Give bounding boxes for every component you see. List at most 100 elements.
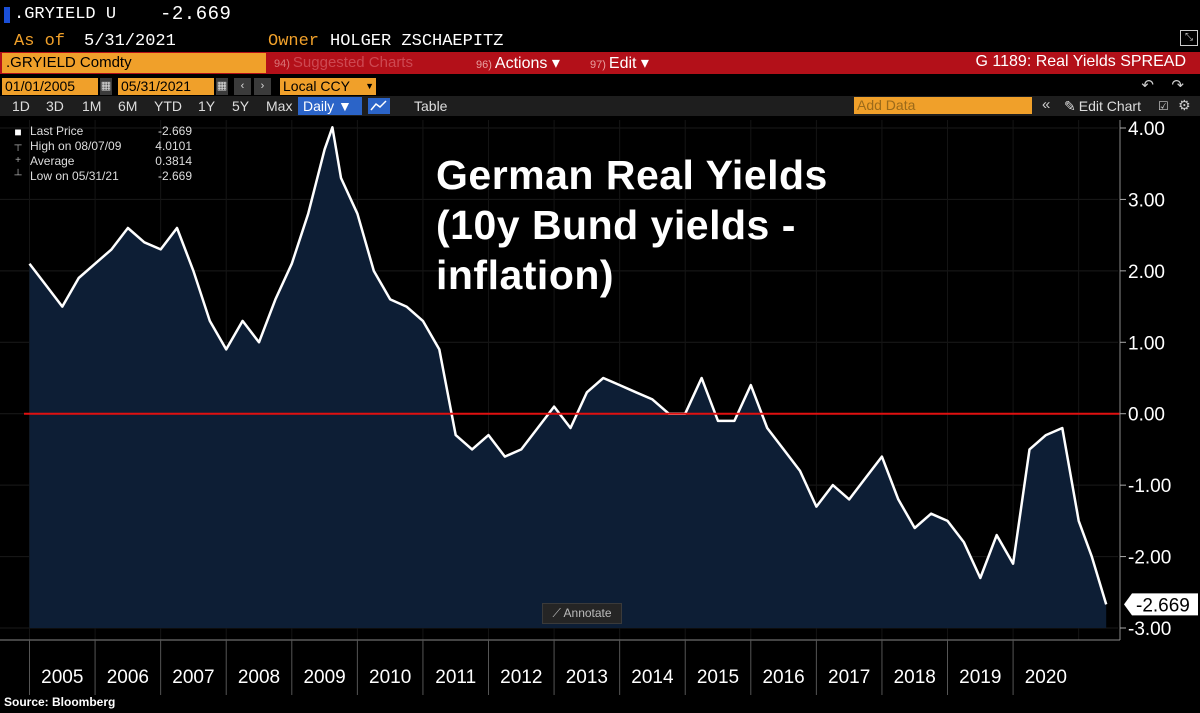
next-icon[interactable]: › xyxy=(254,78,271,95)
last-price: -2.669 xyxy=(160,3,232,25)
x-tick-label: 2019 xyxy=(959,667,1001,688)
legend-item-average: + Average 0.3814 xyxy=(10,154,192,169)
legend-value: -2.669 xyxy=(157,124,192,138)
period-max[interactable]: Max xyxy=(266,98,293,114)
edit-chart-label: Edit Chart xyxy=(1078,98,1141,114)
source-note: Source: Bloomberg xyxy=(4,695,116,709)
owner-name: HOLGER ZSCHAEPITZ xyxy=(330,32,504,51)
legend-label: High on 08/07/09 xyxy=(30,139,122,153)
y-tick-label: 4.00 xyxy=(1128,120,1165,140)
gear-icon[interactable]: ⚙ xyxy=(1178,97,1191,113)
collapse-icon[interactable]: « xyxy=(1042,96,1051,113)
start-calendar-icon[interactable]: ▦ xyxy=(100,78,112,95)
last-value-badge xyxy=(1124,593,1198,616)
series-area xyxy=(29,127,1107,629)
period-ytd[interactable]: YTD xyxy=(154,98,182,114)
start-date-field[interactable]: 01/01/2005 xyxy=(2,78,98,95)
pencil-icon: ⟋ xyxy=(552,606,564,620)
title-line: (10y Bund yields - xyxy=(436,202,796,248)
legend-label: Last Price xyxy=(30,124,84,138)
frequency-select[interactable]: Daily ▼ xyxy=(298,97,362,115)
end-date-field[interactable]: 05/31/2021 xyxy=(118,78,214,95)
suggested-label: Suggested Charts xyxy=(292,54,413,71)
owner-label: Owner xyxy=(268,32,320,51)
prev-icon[interactable]: ‹ xyxy=(234,78,251,95)
ticker-symbol[interactable]: .GRYIELD U xyxy=(14,5,117,24)
end-calendar-icon[interactable]: ▦ xyxy=(216,78,228,95)
y-tick-label: 3.00 xyxy=(1128,190,1165,211)
y-tick-label: -2.00 xyxy=(1128,548,1171,569)
period-1y[interactable]: 1Y xyxy=(198,98,216,114)
chart-toolbar: ⤡ .GRYIELD Comdty 94) Suggested Charts 96… xyxy=(0,30,1200,74)
title-line: German Real Yields xyxy=(436,152,828,198)
y-tick-label: -3.00 xyxy=(1128,619,1171,640)
as-of-label: As of xyxy=(14,32,66,51)
y-tick-label: 1.00 xyxy=(1128,333,1165,354)
legend-value: -2.669 xyxy=(157,169,192,183)
x-tick-label: 2012 xyxy=(500,667,542,688)
average-marker-icon: + xyxy=(15,155,21,166)
edit-menu[interactable]: 97) Edit ▾ xyxy=(586,53,653,73)
actions-num: 96) xyxy=(476,59,492,71)
actions-menu[interactable]: 96) Actions ▾ xyxy=(472,53,564,73)
x-tick-label: 2016 xyxy=(762,667,804,688)
y-tick-label: -1.00 xyxy=(1128,476,1171,497)
period-6m[interactable]: 6M xyxy=(118,98,138,114)
line-chart-icon[interactable] xyxy=(368,98,390,114)
period-row: 1D 3D 1M 6M YTD 1Y 5Y Max Daily ▼ Table … xyxy=(0,96,1200,116)
annotate-label: Annotate xyxy=(563,606,612,620)
redo-icon[interactable]: ↷ xyxy=(1171,77,1184,94)
legend: ■ Last Price -2.669 ┬ High on 08/07/09 4… xyxy=(10,124,192,184)
legend-square-icon: ■ xyxy=(14,125,22,139)
add-data-input[interactable]: Add Data xyxy=(854,97,1032,114)
period-3d[interactable]: 3D xyxy=(46,98,64,114)
edit-num: 97) xyxy=(590,59,606,71)
suggested-charts-button[interactable]: 94) Suggested Charts xyxy=(270,53,417,73)
chart-id: G 1189: Real Yields SPREAD xyxy=(975,53,1186,70)
edit-label: Edit ▾ xyxy=(608,55,649,72)
asof-row: As of 5/31/2021 Owner HOLGER ZSCHAEPITZ xyxy=(0,30,1200,52)
actions-label: Actions ▾ xyxy=(494,55,560,72)
x-tick-label: 2013 xyxy=(566,667,608,688)
chevron-down-icon: ▼ xyxy=(365,81,374,91)
period-1d[interactable]: 1D xyxy=(12,98,30,114)
ticker-marker xyxy=(4,7,10,23)
legend-item-last: ■ Last Price -2.669 xyxy=(10,124,192,139)
legend-value: 0.3814 xyxy=(155,154,192,168)
security-field[interactable]: .GRYIELD Comdty xyxy=(2,53,266,73)
legend-item-high: ┬ High on 08/07/09 4.0101 xyxy=(10,139,192,154)
chart-area: 4.00 3.00 2.00 1.00 0.00 -1.00 -2.00 -3.00 -2.66… xyxy=(0,120,1198,695)
x-tick-label: 2011 xyxy=(435,667,476,688)
currency-select[interactable]: Local CCY ▼ xyxy=(280,78,376,95)
as-of-date: 5/31/2021 xyxy=(84,32,176,51)
legend-label: Low on 05/31/21 xyxy=(30,169,119,183)
table-button[interactable]: Table xyxy=(414,98,448,114)
x-tick-label: 2010 xyxy=(369,667,411,688)
x-tick-label: 2015 xyxy=(697,667,739,688)
x-tick-label: 2008 xyxy=(238,667,280,688)
x-tick-label: 2014 xyxy=(631,667,674,688)
last-value-label: -2.669 xyxy=(1136,595,1190,616)
currency-value: Local CCY xyxy=(283,78,350,94)
y-tick-label: 2.00 xyxy=(1128,262,1165,283)
suggested-num: 94) xyxy=(274,58,290,70)
low-marker-icon: ┴ xyxy=(14,170,22,181)
period-5y[interactable]: 5Y xyxy=(232,98,250,114)
high-marker-icon: ┬ xyxy=(14,140,22,151)
pencil-icon: ✎ xyxy=(1064,98,1076,114)
undo-icon[interactable]: ↶ xyxy=(1141,77,1154,94)
date-range-row: 01/01/2005 ▦ 05/31/2021 ▦ ‹ › Local CCY ▼… xyxy=(0,76,1200,96)
x-tick-label: 2009 xyxy=(303,667,345,688)
edit-chart-button[interactable]: ✎ Edit Chart xyxy=(1064,98,1141,115)
x-tick-label: 2020 xyxy=(1025,667,1067,688)
expand-icon[interactable]: ⤡ xyxy=(1180,30,1198,46)
period-1m[interactable]: 1M xyxy=(82,98,102,114)
series-line xyxy=(28,126,1108,605)
legend-label: Average xyxy=(30,154,75,168)
annotate-button[interactable]: ⟋ Annotate xyxy=(542,603,622,624)
checkbox-icon[interactable]: ☑ xyxy=(1158,99,1169,113)
x-tick-label: 2018 xyxy=(894,667,936,688)
chart-title: German Real Yields (10y Bund yields - in… xyxy=(436,150,956,300)
x-tick-label: 2017 xyxy=(828,667,870,688)
x-tick-label: 2006 xyxy=(107,667,149,688)
